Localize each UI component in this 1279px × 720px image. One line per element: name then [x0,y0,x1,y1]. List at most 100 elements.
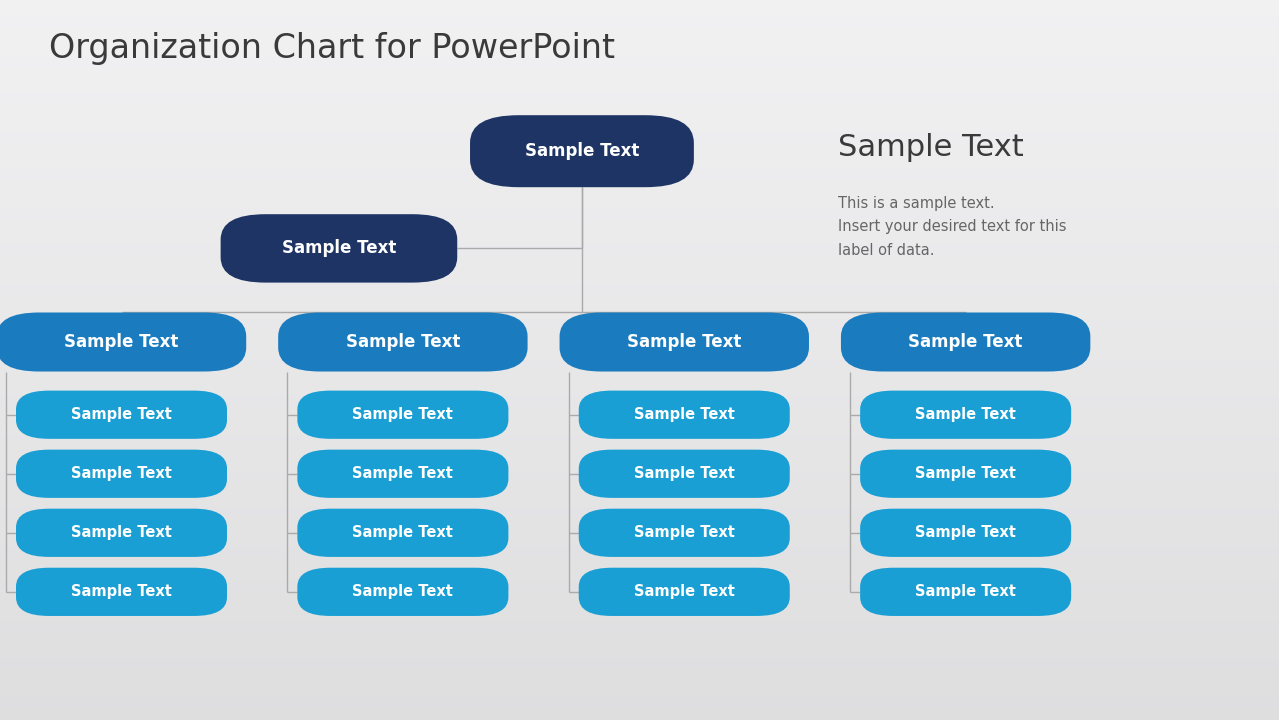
Bar [0,310,1279,313]
Bar [0,270,1279,274]
Bar [0,342,1279,346]
Bar [0,140,1279,144]
Bar [0,716,1279,720]
Bar [0,259,1279,263]
FancyBboxPatch shape [15,508,228,557]
Bar [0,684,1279,688]
Bar [0,43,1279,47]
Bar [0,122,1279,126]
Bar [0,648,1279,652]
FancyBboxPatch shape [859,567,1072,616]
Bar [0,68,1279,72]
Bar [0,356,1279,360]
Text: Sample Text: Sample Text [627,333,742,351]
Bar [0,72,1279,76]
Bar [0,554,1279,558]
Bar [0,587,1279,590]
Text: Sample Text: Sample Text [353,526,453,540]
Bar [0,306,1279,310]
Bar [0,637,1279,641]
Bar [0,281,1279,284]
Bar [0,11,1279,14]
Bar [0,540,1279,544]
Bar [0,529,1279,533]
Bar [0,324,1279,328]
Bar [0,673,1279,677]
Bar [0,619,1279,623]
Bar [0,313,1279,317]
Bar [0,428,1279,432]
Bar [0,446,1279,450]
Bar [0,461,1279,464]
Bar [0,277,1279,281]
Bar [0,418,1279,421]
Bar [0,457,1279,461]
Bar [0,241,1279,245]
Bar [0,608,1279,612]
Bar [0,598,1279,601]
Bar [0,410,1279,414]
Bar [0,4,1279,7]
Bar [0,641,1279,644]
FancyBboxPatch shape [0,312,246,372]
Bar [0,47,1279,50]
Bar [0,580,1279,583]
Bar [0,220,1279,223]
Bar [0,94,1279,97]
FancyBboxPatch shape [578,390,790,439]
Bar [0,40,1279,43]
Bar [0,137,1279,140]
Bar [0,486,1279,490]
Bar [0,335,1279,338]
Bar [0,522,1279,526]
Text: Sample Text: Sample Text [524,142,640,160]
Bar [0,202,1279,205]
Bar [0,7,1279,11]
Bar [0,112,1279,115]
Bar [0,454,1279,457]
Bar [0,691,1279,695]
Bar [0,76,1279,79]
Bar [0,176,1279,180]
Bar [0,382,1279,385]
Bar [0,184,1279,187]
Bar [0,191,1279,194]
Bar [0,378,1279,382]
Bar [0,0,1279,4]
Bar [0,526,1279,529]
Bar [0,583,1279,587]
Text: This is a sample text.
Insert your desired text for this
label of data.: This is a sample text. Insert your desir… [838,196,1067,258]
FancyBboxPatch shape [859,390,1072,439]
Text: Sample Text: Sample Text [353,467,453,481]
FancyBboxPatch shape [578,567,790,616]
Bar [0,364,1279,367]
Bar [0,655,1279,659]
Bar [0,292,1279,295]
FancyBboxPatch shape [15,449,228,498]
Bar [0,198,1279,202]
Bar [0,130,1279,133]
Bar [0,403,1279,407]
Bar [0,414,1279,418]
Bar [0,605,1279,608]
Bar [0,371,1279,374]
Bar [0,504,1279,508]
Bar [0,101,1279,104]
Bar [0,22,1279,25]
Bar [0,533,1279,536]
Bar [0,14,1279,18]
Bar [0,551,1279,554]
Bar [0,436,1279,439]
Bar [0,263,1279,266]
Bar [0,677,1279,680]
Bar [0,547,1279,551]
Text: Organization Chart for PowerPoint: Organization Chart for PowerPoint [49,32,615,66]
Bar [0,407,1279,410]
Bar [0,104,1279,108]
Bar [0,626,1279,630]
Bar [0,194,1279,198]
Bar [0,158,1279,162]
Bar [0,133,1279,137]
Bar [0,126,1279,130]
Bar [0,317,1279,320]
